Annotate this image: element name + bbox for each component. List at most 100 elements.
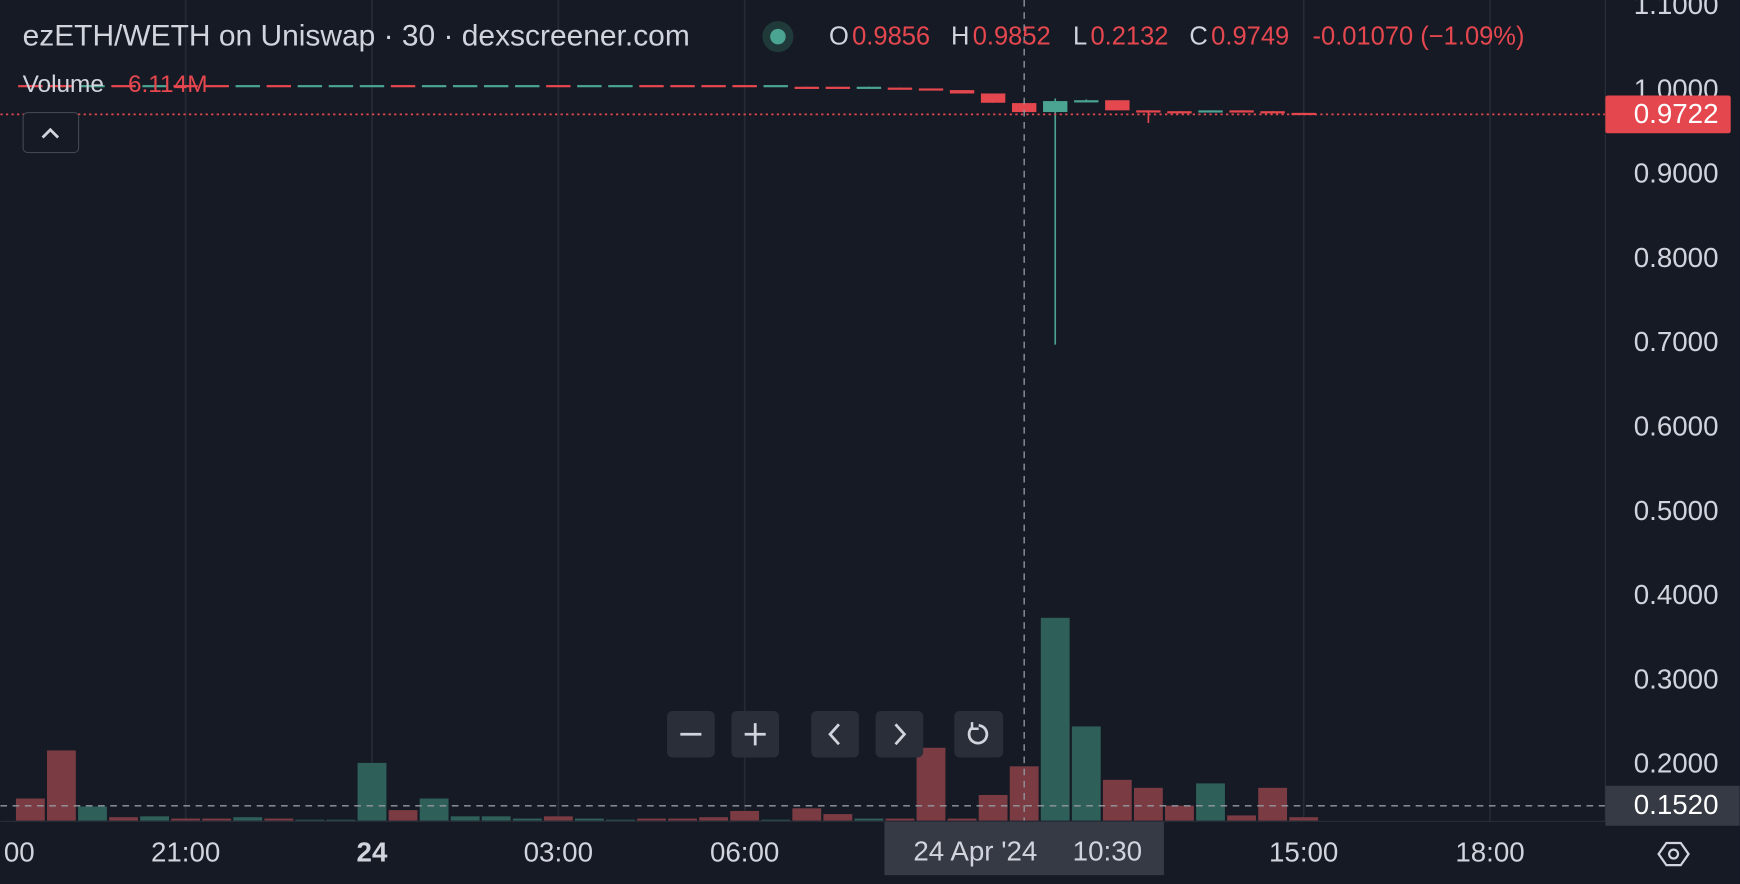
volume-bar <box>1227 815 1256 821</box>
candle-body <box>173 85 198 88</box>
volume-bar <box>1289 817 1319 821</box>
collapse-button[interactable] <box>22 112 80 154</box>
candle-body <box>235 85 260 88</box>
volume-bar <box>15 798 45 821</box>
zoom-out-button[interactable] <box>667 710 715 758</box>
zoom-in-button[interactable] <box>731 710 780 758</box>
x-tick-label: 18:00 <box>1455 836 1524 867</box>
volume-bar <box>792 808 822 821</box>
candle-body <box>328 85 354 88</box>
candle-body <box>701 85 726 88</box>
crosshair-price-label: 0.1520 <box>1634 789 1719 820</box>
volume-bar <box>357 762 387 821</box>
ohlc-value: 0.9852 <box>973 22 1051 50</box>
left-icon <box>828 723 840 746</box>
scroll-left-button[interactable] <box>811 710 859 758</box>
y-tick-label: 0.8000 <box>1634 242 1719 273</box>
candle-body <box>1167 111 1192 114</box>
candle-body <box>204 85 229 88</box>
settings-icon <box>1657 841 1690 867</box>
volume-bar <box>916 747 946 821</box>
ohlc-key: C <box>1189 22 1207 50</box>
volume-bar <box>885 818 915 821</box>
ohlc-value: 0.9749 <box>1211 22 1289 50</box>
volume-bar <box>699 817 729 821</box>
candle-body <box>49 85 74 88</box>
volume-bar <box>947 818 977 821</box>
volume-bar <box>481 816 511 821</box>
x-tick-label: 06:00 <box>710 836 779 867</box>
reset-icon <box>967 724 989 745</box>
ohlc-value: 0.2132 <box>1090 22 1168 50</box>
candle-body <box>18 85 43 88</box>
volume-label: Volume <box>23 71 104 98</box>
candle-body <box>297 85 323 88</box>
y-tick-label: 0.2000 <box>1634 748 1719 779</box>
candle-body <box>1198 110 1223 113</box>
candle-body <box>359 85 385 88</box>
volume-bar <box>1040 617 1070 821</box>
candle-body <box>1105 100 1130 111</box>
candle-body <box>142 85 167 88</box>
ohlc-key: H <box>951 22 969 50</box>
ohlc-value: 0.9856 <box>852 22 930 50</box>
right-icon <box>894 723 907 746</box>
volume-bar <box>171 818 201 821</box>
candle-body <box>266 85 292 88</box>
volume-bar <box>388 810 418 821</box>
candle-body <box>111 85 136 88</box>
x-tick-label-partial: 00 <box>4 836 35 867</box>
candle-body <box>1074 100 1099 103</box>
crosshair-price-box <box>1605 785 1740 826</box>
reset-arrow <box>970 722 979 730</box>
volume-bar <box>668 818 697 821</box>
volume-bar <box>1133 787 1163 821</box>
settings-button[interactable] <box>1657 841 1690 867</box>
status-dot <box>770 28 786 45</box>
candle-body <box>421 85 447 88</box>
y-tick-label: 0.4000 <box>1634 579 1719 610</box>
volume-bar <box>140 816 170 821</box>
y-tick-label: 1.1000 <box>1634 0 1719 20</box>
candle-body <box>794 86 819 89</box>
volume-bar <box>1258 787 1288 821</box>
candle-body <box>918 88 944 91</box>
y-tick-label: 0.5000 <box>1634 495 1719 526</box>
volume-bar <box>109 817 138 821</box>
volume-bar <box>1102 779 1132 821</box>
volume-bar <box>202 818 232 821</box>
candle-body <box>856 86 882 89</box>
y-tick-label: 0.6000 <box>1634 410 1719 441</box>
collapse-button-frame <box>22 112 80 154</box>
scroll-right-button[interactable] <box>875 710 924 758</box>
reset-button[interactable] <box>954 710 1004 758</box>
candle-body <box>484 85 509 88</box>
candle-body <box>1043 101 1068 113</box>
candle-body <box>670 85 695 88</box>
volume-bar <box>295 819 325 821</box>
candle-body <box>639 85 664 88</box>
x-tick-label: 21:00 <box>151 836 220 867</box>
candle-body <box>1260 111 1285 114</box>
volume-bar <box>854 818 884 821</box>
y-tick-label: 0.9000 <box>1634 158 1719 189</box>
volume-bar <box>730 810 760 821</box>
x-tick-label: 24 <box>357 836 388 867</box>
candle-body <box>608 85 633 88</box>
volume-bar <box>978 794 1008 821</box>
volume-bar <box>47 750 76 821</box>
volume-bar <box>637 818 666 821</box>
plus-icon <box>744 723 766 746</box>
button-bg <box>954 710 1004 758</box>
candle-body <box>980 93 1006 103</box>
volume-bar <box>823 814 853 821</box>
ohlc-key: L <box>1073 22 1087 50</box>
volume-bar <box>574 818 604 821</box>
candle-body <box>887 87 913 90</box>
candle-body <box>763 85 788 88</box>
chart-title: ezETH/WETH on Uniswap · 30 · dexscreener… <box>23 20 690 53</box>
x-tick-label: 15:00 <box>1269 836 1338 867</box>
candle-body <box>80 85 105 88</box>
y-tick-label: 0.7000 <box>1634 326 1719 357</box>
